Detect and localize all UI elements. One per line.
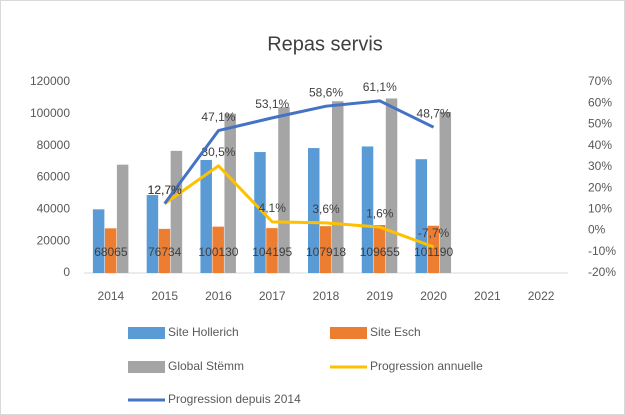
bar xyxy=(308,148,320,273)
legend-swatch xyxy=(330,327,367,339)
bar xyxy=(170,150,183,273)
y-tick-label: 100000 xyxy=(30,106,70,120)
y-tick-label: 80000 xyxy=(37,138,71,152)
legend-swatch xyxy=(128,361,165,373)
y2-tick-label: 40% xyxy=(588,138,612,152)
bar xyxy=(104,228,117,273)
y2-tick-label: -20% xyxy=(588,265,616,279)
x-tick-label: 2015 xyxy=(151,289,178,303)
bar xyxy=(385,98,398,273)
bar xyxy=(224,113,236,273)
data-label: 12,7% xyxy=(148,183,182,197)
legend-label: Progression annuelle xyxy=(370,359,483,373)
data-label: 30,5% xyxy=(201,145,235,159)
data-label: 4,1% xyxy=(259,201,287,215)
line xyxy=(163,99,435,205)
data-label: 107918 xyxy=(306,245,346,259)
bar xyxy=(320,226,332,273)
line xyxy=(163,164,435,249)
y2-tick-label: -10% xyxy=(588,244,616,258)
bar xyxy=(266,228,278,273)
legend-label: Site Hollerich xyxy=(168,325,239,339)
legend-label: Site Esch xyxy=(370,325,421,339)
y-tick-label: 0 xyxy=(63,265,70,279)
data-label: 76734 xyxy=(148,245,182,259)
data-label: 68065 xyxy=(94,245,128,259)
bar xyxy=(200,159,212,273)
y-tick-label: 40000 xyxy=(37,202,71,216)
data-label: 47,1% xyxy=(201,110,235,124)
legend-label: Progression depuis 2014 xyxy=(168,392,301,406)
y-tick-label: 120000 xyxy=(30,74,70,88)
bar xyxy=(427,225,440,273)
x-tick-label: 2018 xyxy=(313,289,340,303)
legend-swatch xyxy=(128,327,165,339)
y2-tick-label: 10% xyxy=(588,202,612,216)
data-label: 61,1% xyxy=(363,80,397,94)
data-label: 53,1% xyxy=(255,97,289,111)
data-label: 58,6% xyxy=(309,85,343,99)
data-label: 1,6% xyxy=(366,206,394,220)
y2-tick-label: 70% xyxy=(588,74,612,88)
bar xyxy=(116,164,129,273)
x-tick-label: 2017 xyxy=(259,289,286,303)
x-tick-label: 2016 xyxy=(205,289,232,303)
bar xyxy=(278,107,290,274)
y2-tick-label: 60% xyxy=(588,95,612,109)
x-tick-label: 2020 xyxy=(420,289,447,303)
data-label: 48,7% xyxy=(417,106,451,120)
x-tick-label: 2022 xyxy=(528,289,555,303)
bar xyxy=(332,101,344,273)
x-tick-label: 2019 xyxy=(366,289,393,303)
bar xyxy=(415,159,428,273)
bar xyxy=(92,209,105,273)
bar xyxy=(439,111,452,274)
bar xyxy=(373,225,386,273)
y2-tick-label: 50% xyxy=(588,117,612,131)
y2-tick-label: 20% xyxy=(588,180,612,194)
data-label: 101190 xyxy=(414,245,453,259)
y2-tick-label: 0% xyxy=(588,223,606,237)
bar xyxy=(254,152,266,273)
data-label: 109655 xyxy=(360,245,400,259)
bar xyxy=(361,146,374,273)
chart-title: Repas servis xyxy=(267,33,383,55)
legend-label: Global Stëmm xyxy=(168,359,244,373)
x-tick-label: 2014 xyxy=(98,289,125,303)
bar xyxy=(158,228,171,273)
y-tick-label: 60000 xyxy=(37,170,71,184)
bar xyxy=(146,195,159,273)
data-label: 100130 xyxy=(198,245,238,259)
y2-tick-label: 30% xyxy=(588,159,612,173)
data-label: 3,6% xyxy=(312,202,340,216)
x-tick-label: 2021 xyxy=(474,289,501,303)
data-label: -7,7% xyxy=(418,226,450,240)
data-label: 104195 xyxy=(252,245,292,259)
y-tick-label: 20000 xyxy=(37,233,71,247)
bar xyxy=(212,226,224,273)
